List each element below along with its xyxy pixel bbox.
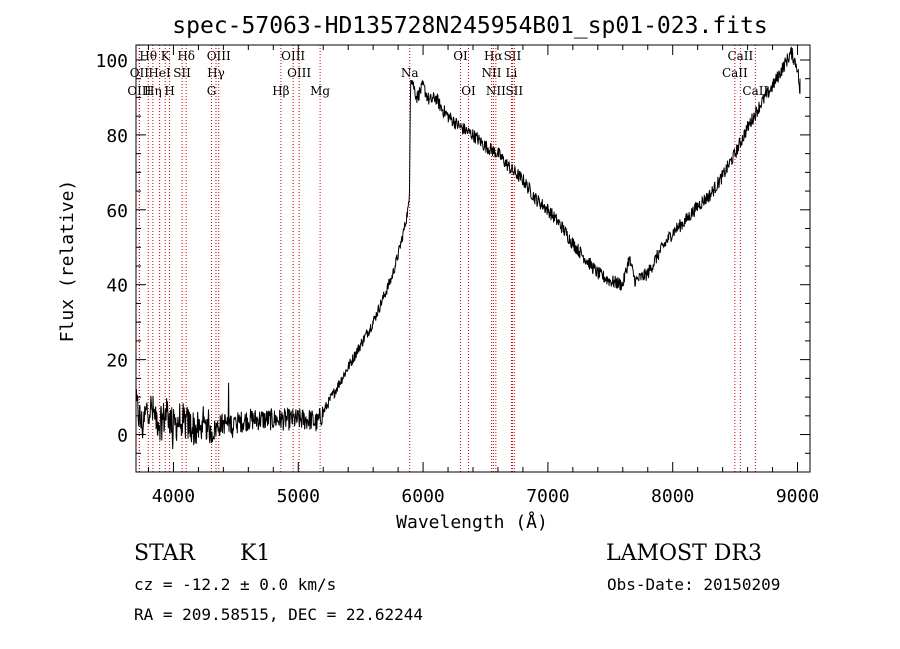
line-label: Mg [310, 84, 330, 98]
line-label: H [164, 84, 174, 98]
x-tick-label: 9000 [776, 486, 819, 507]
line-label: Hη [144, 84, 162, 98]
line-label: Li [506, 66, 518, 80]
chart-title: spec-57063-HD135728N245954B01_sp01-023.f… [172, 13, 767, 39]
line-label: Hγ [207, 66, 225, 80]
line-label: HeI [148, 66, 171, 80]
y-tick-label: 20 [106, 351, 128, 372]
y-tick-label: 100 [95, 51, 128, 72]
survey-name: LAMOST DR3 [606, 541, 762, 566]
line-label: CaII [722, 66, 748, 80]
ra-dec: RA = 209.58515, DEC = 22.62244 [134, 605, 423, 624]
line-label: Hδ [177, 49, 195, 63]
series [135, 46, 801, 450]
x-tick-label: 5000 [277, 486, 320, 507]
y-tick-label: 80 [106, 126, 128, 147]
x-tick-label: 8000 [651, 486, 694, 507]
line-label: SII [505, 84, 523, 98]
line-label: Hα [484, 49, 503, 63]
y-tick-label: 60 [106, 201, 128, 222]
redshift: cz = -12.2 ± 0.0 km/s [134, 575, 336, 594]
line-label: OI [461, 84, 476, 98]
line-label: Hβ [272, 84, 289, 98]
line-label: CaII [727, 49, 753, 63]
line-label: SII [173, 66, 191, 80]
x-tick-label: 6000 [401, 486, 444, 507]
line-label: OI [453, 49, 468, 63]
object-class: STAR [134, 541, 196, 566]
line-label: OIII [207, 49, 231, 63]
line-label: K [161, 49, 171, 63]
line-label: G [207, 84, 217, 98]
x-tick-label: 4000 [152, 486, 195, 507]
y-tick-label: 0 [117, 426, 128, 447]
y-tick-label: 40 [106, 276, 128, 297]
line-label: OIII [127, 84, 151, 98]
spectrum-line [135, 46, 801, 450]
line-label: SII [504, 49, 522, 63]
line-label: NII [481, 66, 501, 80]
plot-frame [135, 44, 811, 473]
line-label: OIII [287, 66, 311, 80]
obs-date: Obs-Date: 20150209 [607, 575, 780, 594]
x-axis-label: Wavelength (Å) [396, 511, 548, 533]
y-axis-label: Flux (relative) [57, 180, 78, 343]
x-tick-label: 7000 [526, 486, 569, 507]
line-label: Na [401, 66, 419, 80]
line-label: CaII [742, 84, 768, 98]
line-label: NII [486, 84, 506, 98]
line-label: OIII [281, 49, 305, 63]
axis-ticks: 4000 5000 6000 7000 8000 9000 0 20 40 60 80 100 [95, 45, 819, 507]
line-label: Hθ [139, 49, 157, 63]
object-subclass: K1 [240, 541, 270, 566]
